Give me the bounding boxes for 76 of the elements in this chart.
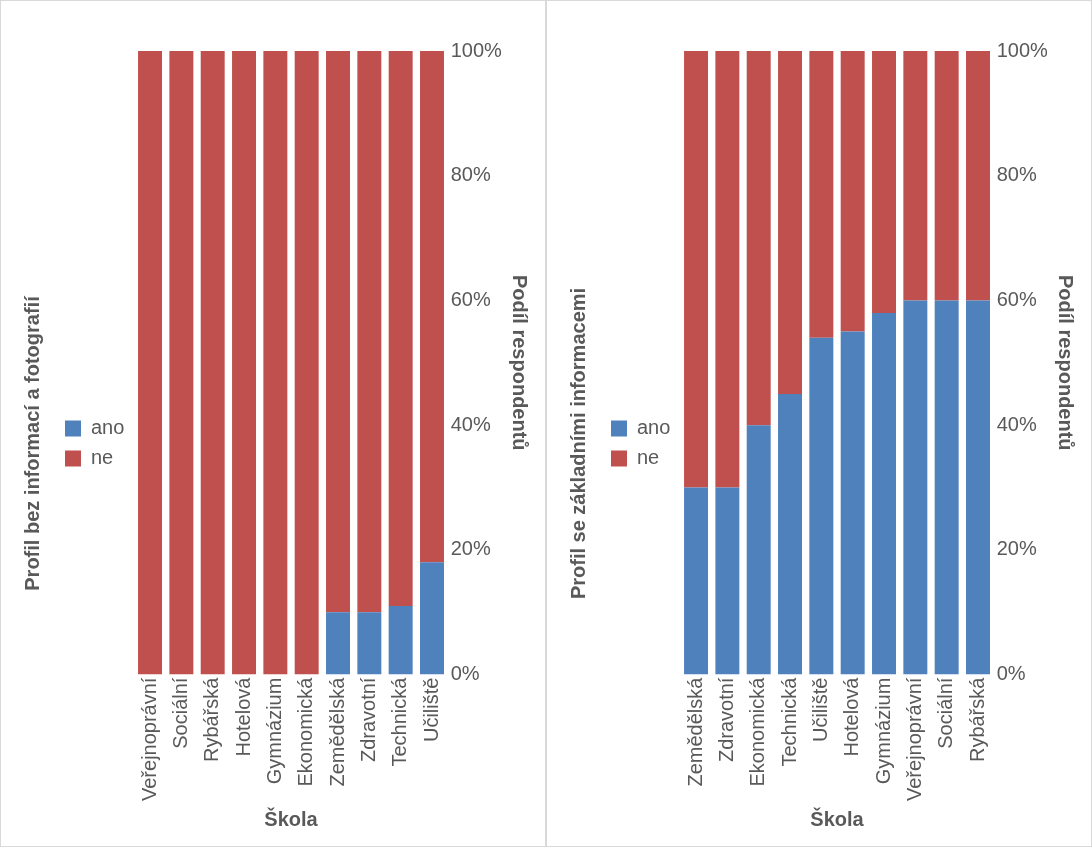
bar bbox=[966, 51, 990, 301]
x-tick-label: Hotelová bbox=[231, 676, 254, 757]
x-tick-label: Gymnázium bbox=[262, 677, 285, 785]
bar bbox=[746, 51, 771, 426]
y-tick-label: 0% bbox=[996, 662, 1026, 685]
bar bbox=[934, 51, 959, 301]
x-tick-label: Učiliště bbox=[808, 677, 831, 743]
bar bbox=[840, 51, 865, 332]
x-tick-label: Hotelová bbox=[840, 676, 863, 757]
bar bbox=[388, 605, 413, 675]
x-tick-label: Zdravotní bbox=[356, 677, 379, 763]
x-tick-label: Zemědělská bbox=[325, 676, 348, 787]
legend-label: ne bbox=[91, 446, 114, 469]
x-tick-label: Ekonomická bbox=[746, 676, 769, 787]
bar bbox=[420, 562, 444, 675]
bar bbox=[684, 51, 709, 488]
x-tick-label: Veřejnoprávní bbox=[137, 677, 160, 801]
y-tick-label: 60% bbox=[450, 287, 491, 310]
y-tick-label: 80% bbox=[996, 163, 1037, 186]
bar bbox=[294, 51, 319, 675]
y-tick-label: 100% bbox=[996, 38, 1049, 61]
bar bbox=[357, 51, 382, 613]
bar bbox=[966, 300, 990, 675]
x-tick-label: Gymnázium bbox=[871, 677, 894, 785]
bar bbox=[263, 51, 288, 675]
legend-label: ano bbox=[637, 416, 671, 439]
x-tick-label: Rybářská bbox=[965, 676, 988, 763]
y-tick-label: 40% bbox=[450, 412, 491, 435]
x-tick-label: Zemědělská bbox=[683, 676, 706, 787]
x-tick-label: Veřejnoprávní bbox=[902, 677, 925, 801]
bar bbox=[169, 51, 194, 675]
x-tick-label: Ekonomická bbox=[294, 676, 317, 787]
x-tick-label: Sociální bbox=[168, 677, 191, 749]
bar bbox=[903, 51, 928, 301]
bar bbox=[232, 51, 257, 675]
y-tick-label: 20% bbox=[450, 537, 491, 560]
bar bbox=[903, 300, 928, 675]
y-tick-label: 40% bbox=[996, 412, 1037, 435]
bar bbox=[840, 331, 865, 675]
y-axis-title: Podíl respondentů bbox=[509, 275, 532, 451]
x-tick-label: Technická bbox=[777, 676, 800, 767]
bar bbox=[326, 612, 350, 675]
bar bbox=[778, 51, 803, 394]
x-tick-label: Technická bbox=[388, 676, 411, 767]
x-tick-label: Zdravotní bbox=[714, 677, 737, 763]
x-tick-label: Rybářská bbox=[200, 676, 223, 763]
bar bbox=[746, 425, 771, 675]
legend-label: ano bbox=[91, 416, 125, 439]
bar bbox=[715, 51, 740, 488]
x-tick-label: Sociální bbox=[934, 677, 957, 749]
bar bbox=[872, 312, 896, 675]
bar bbox=[420, 51, 444, 563]
y-tick-label: 20% bbox=[996, 537, 1037, 560]
text: Profil se základními informacemi bbox=[566, 287, 589, 600]
x-axis-title: Škola bbox=[264, 806, 319, 830]
bar bbox=[872, 51, 896, 313]
bar bbox=[684, 487, 709, 675]
legend-label: ne bbox=[637, 446, 660, 469]
bar bbox=[200, 51, 225, 675]
bar bbox=[934, 300, 959, 675]
text: Profil bez informací a fotografií bbox=[20, 294, 43, 591]
y-tick-label: 100% bbox=[450, 38, 503, 61]
bar bbox=[388, 51, 413, 606]
x-axis-title: Škola bbox=[810, 806, 865, 830]
bar bbox=[715, 487, 740, 675]
y-tick-label: 80% bbox=[450, 163, 491, 186]
y-tick-label: 0% bbox=[450, 662, 480, 685]
bar bbox=[138, 51, 163, 675]
bar bbox=[809, 337, 834, 675]
bar bbox=[809, 51, 834, 338]
y-axis-title: Podíl respondentů bbox=[1055, 275, 1078, 451]
x-tick-label: Učiliště bbox=[419, 677, 442, 743]
y-tick-label: 60% bbox=[996, 287, 1037, 310]
bar bbox=[326, 51, 350, 613]
bar bbox=[357, 612, 382, 675]
bar bbox=[778, 393, 803, 675]
